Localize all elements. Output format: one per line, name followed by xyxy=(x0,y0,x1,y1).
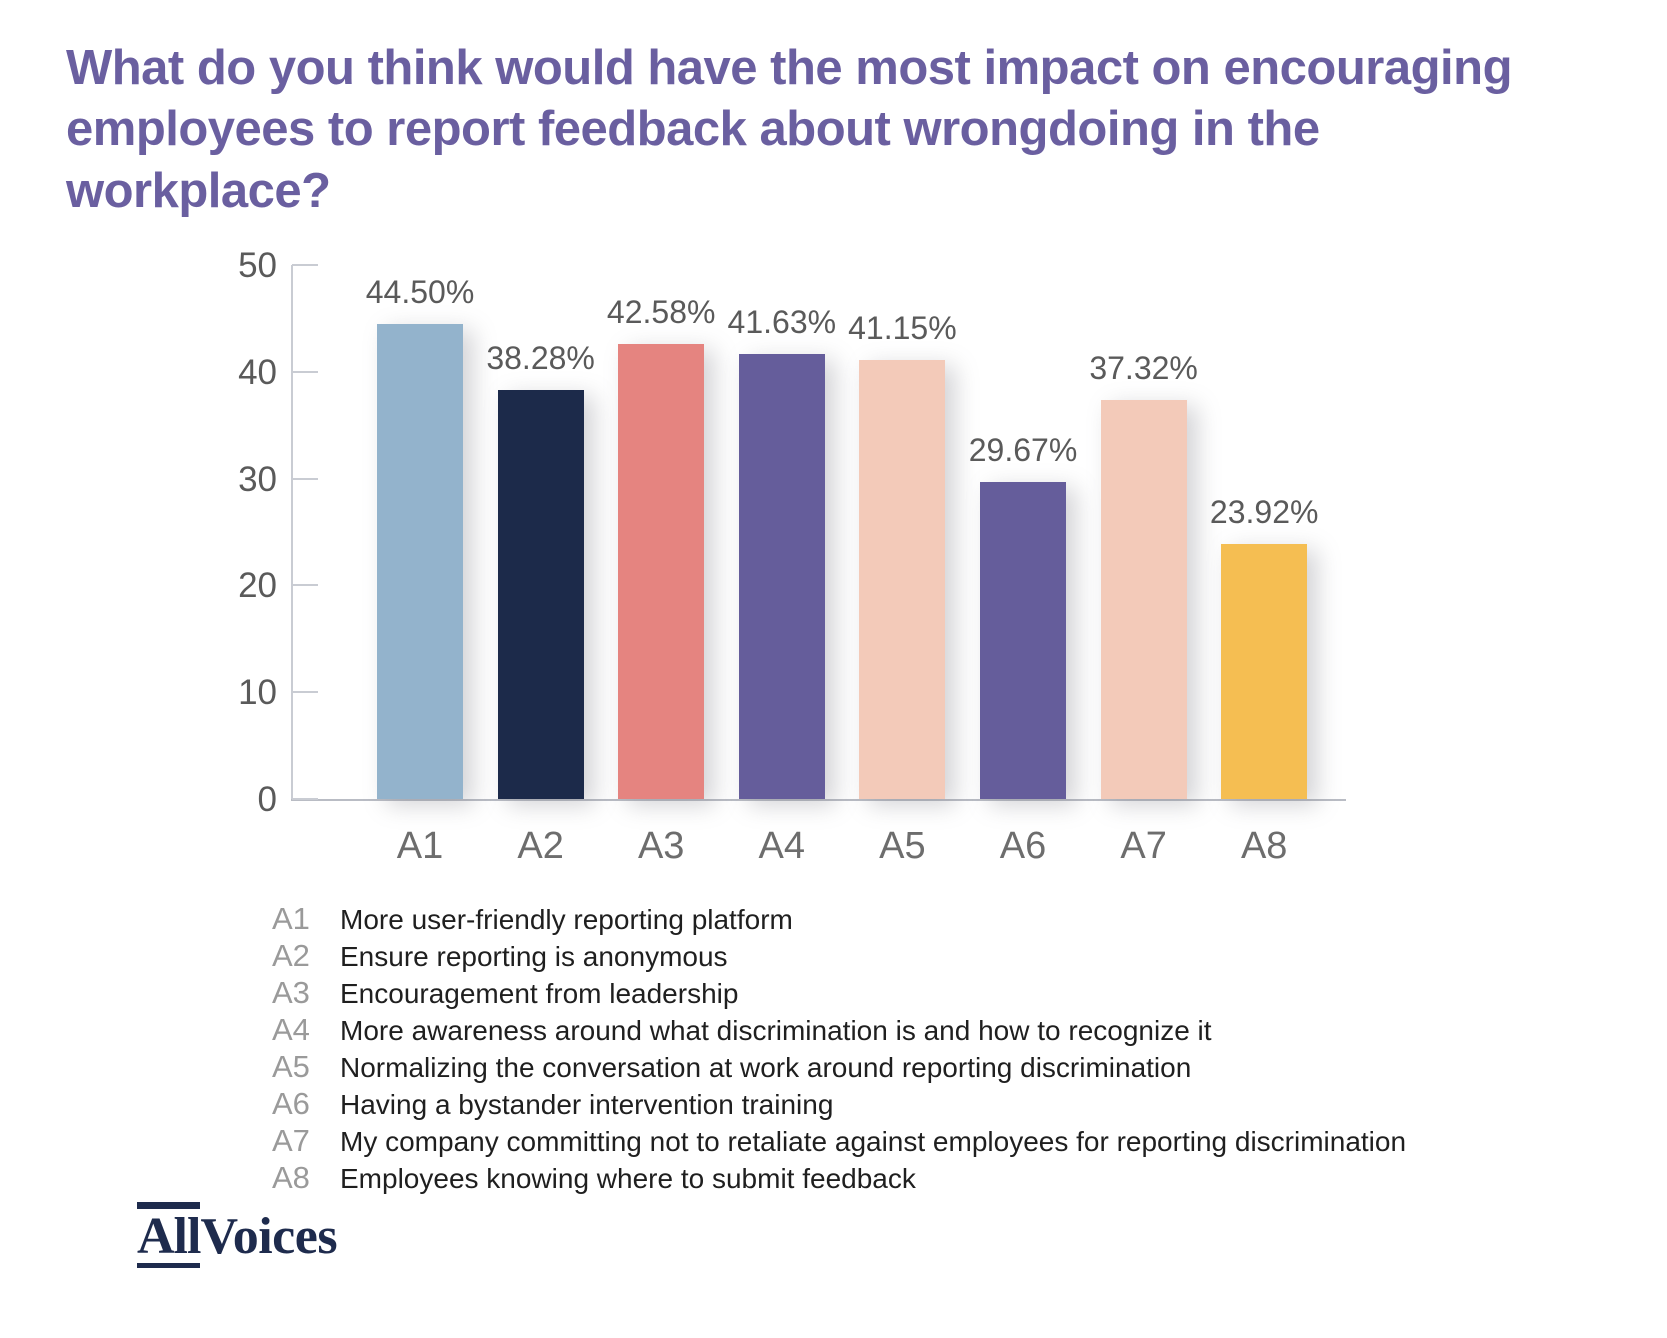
legend-row: A5 Normalizing the conversation at work a… xyxy=(272,1051,1406,1088)
legend-key-a3: A3 xyxy=(272,975,310,1010)
bar-a5[interactable] xyxy=(859,359,946,799)
x-axis-category-a2: A2 xyxy=(517,825,564,867)
logo-all-text: All xyxy=(137,1202,201,1268)
bar-value-label-a8: 23.92% xyxy=(1209,493,1319,530)
legend-text-a3: Encouragement from leadership xyxy=(340,978,739,1009)
legend-text-a8: Employees knowing where to submit feedba… xyxy=(340,1163,916,1194)
page-title: What do you think would have the most im… xyxy=(66,41,1513,218)
x-axis-category-a3: A3 xyxy=(637,825,685,867)
legend-row: A6 Having a bystander intervention traini… xyxy=(272,1088,1406,1125)
y-axis-label: 30 xyxy=(238,459,277,499)
legend-row: A4 More awareness around what discriminat… xyxy=(272,1014,1406,1051)
legend-row: A8 Employees knowing where to submit feed… xyxy=(272,1162,1406,1199)
logo-voices-text: Voices xyxy=(200,1208,338,1265)
y-axis-label: 20 xyxy=(238,566,277,606)
x-axis-category-a6: A6 xyxy=(999,825,1047,867)
legend-key-a7: A7 xyxy=(272,1123,310,1158)
y-axis-label: 40 xyxy=(238,352,277,392)
legend-key-a8: A8 xyxy=(272,1160,310,1195)
legend-text-a2: Ensure reporting is anonymous xyxy=(340,941,728,972)
y-axis-label: 10 xyxy=(238,673,277,713)
y-axis-tick xyxy=(292,264,318,266)
legend-row: A3 Encouragement from leadership xyxy=(272,977,1406,1014)
bar-value-label-a5: 41.15% xyxy=(848,309,957,346)
legend-text-a7: My company committing not to retaliate a… xyxy=(340,1126,1407,1157)
x-axis-category-a5: A5 xyxy=(879,825,926,867)
bar-value-label-a2: 38.28% xyxy=(486,340,595,377)
bar-a6[interactable] xyxy=(980,482,1066,799)
x-axis-category-a8: A8 xyxy=(1240,825,1288,867)
x-axis-line xyxy=(291,799,1346,801)
x-axis-category-a7: A7 xyxy=(1120,825,1167,867)
bar-value-label-a4: 41.63% xyxy=(727,304,837,341)
bar-value-label-a1: 44.50% xyxy=(365,273,475,310)
bar-a8[interactable] xyxy=(1221,543,1308,799)
legend-key-a4: A4 xyxy=(272,1012,310,1047)
y-axis-tick xyxy=(292,584,318,587)
bar-value-label-a6: 29.67% xyxy=(968,432,1078,469)
y-axis-tick xyxy=(292,370,318,373)
bar-value-label-a3: 42.58% xyxy=(606,294,716,331)
legend-row: A2 Ensure reporting is anonymous xyxy=(272,940,1406,977)
legend-key-a5: A5 xyxy=(272,1049,310,1084)
x-axis-category-a1: A1 xyxy=(396,825,444,867)
bar-a3[interactable] xyxy=(618,344,705,799)
y-axis-tick xyxy=(292,798,318,800)
legend-text-a5: Normalizing the conversation at work aro… xyxy=(340,1052,1192,1083)
bar-value-label-a7: 37.32% xyxy=(1089,350,1198,387)
legend: A1 More user-friendly reporting platform A… xyxy=(272,903,1406,1199)
allvoices-logo: AllVoices xyxy=(137,1202,338,1268)
x-axis-category-a4: A4 xyxy=(758,825,806,867)
y-axis-tick xyxy=(292,691,318,694)
y-axis-label: 0 xyxy=(257,780,277,819)
legend-row: A7 My company committing not to retaliate… xyxy=(272,1125,1406,1162)
legend-key-a6: A6 xyxy=(272,1086,310,1121)
y-axis-line xyxy=(291,265,293,801)
legend-key-a1: A1 xyxy=(272,901,310,936)
bar-a2[interactable] xyxy=(497,390,584,799)
legend-text-a4: More awareness around what discriminatio… xyxy=(340,1015,1212,1046)
legend-key-a2: A2 xyxy=(272,938,310,973)
y-axis-label: 50 xyxy=(238,246,277,285)
bar-a7[interactable] xyxy=(1100,400,1187,799)
bar-a4[interactable] xyxy=(738,354,825,799)
legend-text-a1: More user-friendly reporting platform xyxy=(340,904,793,935)
legend-text-a6: Having a bystander intervention training xyxy=(340,1089,834,1120)
legend-row: A1 More user-friendly reporting platform xyxy=(272,903,1406,940)
y-axis-tick xyxy=(292,477,318,480)
bar-a1[interactable] xyxy=(377,323,463,799)
